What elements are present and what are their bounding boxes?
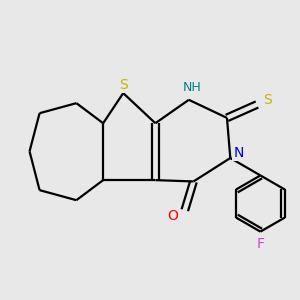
Text: S: S [119, 78, 128, 92]
Text: S: S [263, 93, 272, 107]
Text: NH: NH [183, 81, 202, 94]
Text: F: F [256, 237, 264, 251]
Text: N: N [233, 146, 244, 160]
Text: O: O [167, 208, 178, 223]
